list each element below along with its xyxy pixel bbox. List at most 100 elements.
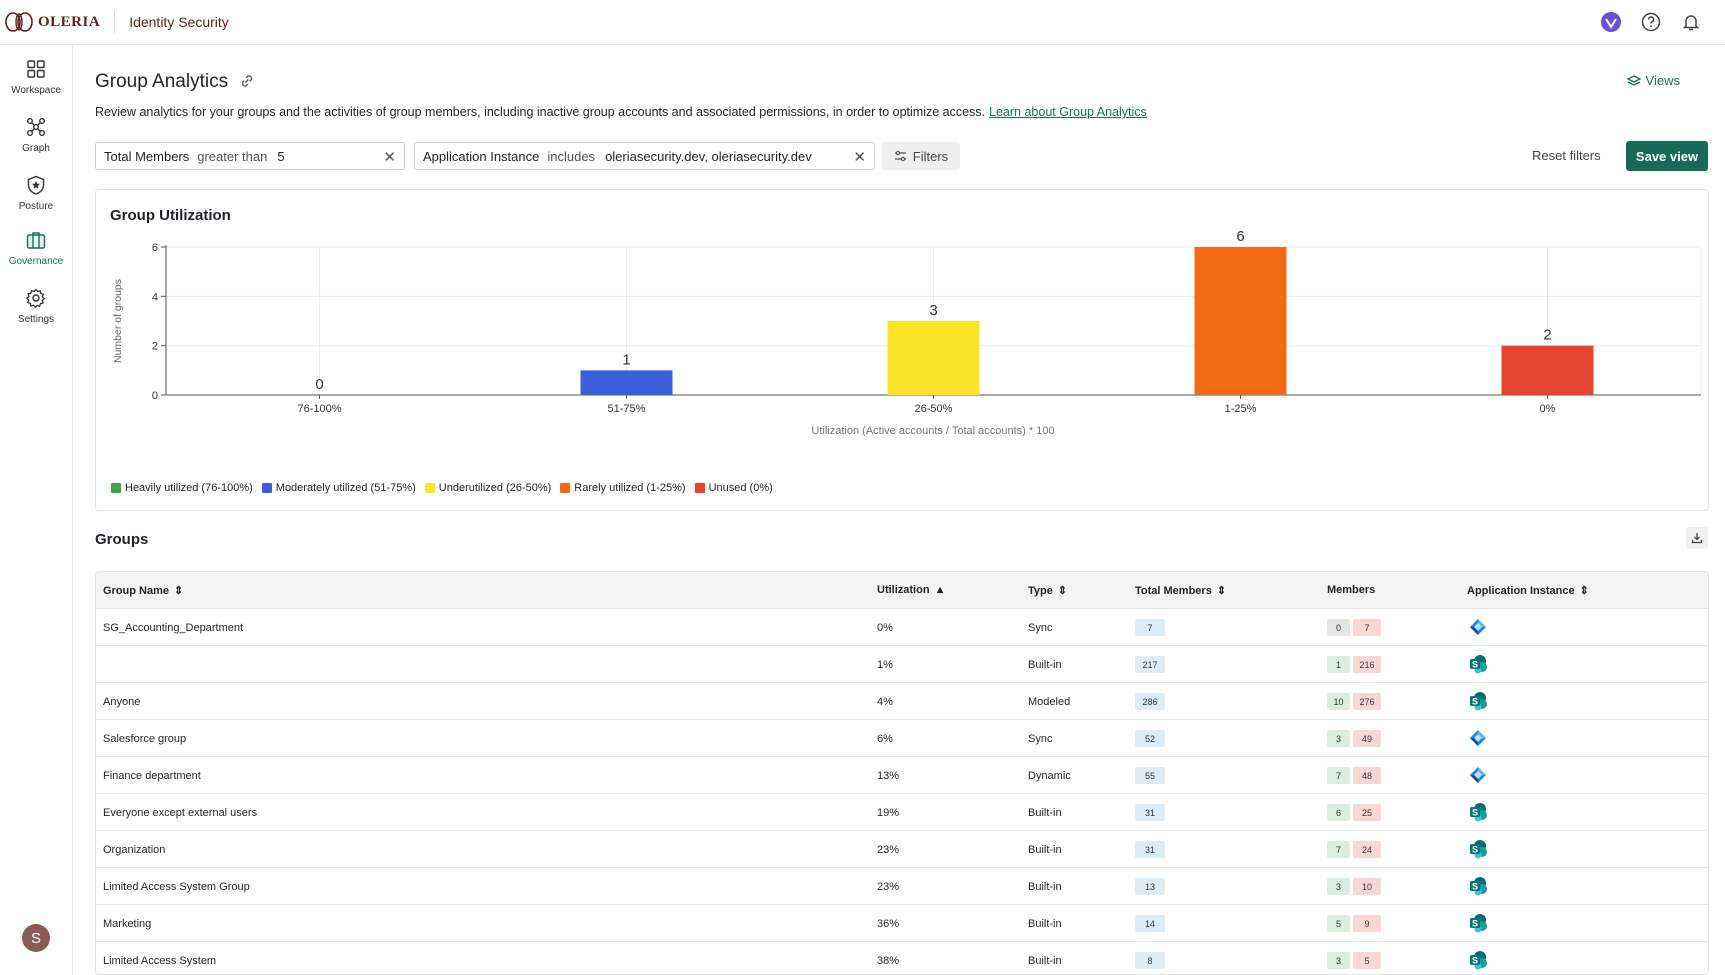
assistant-icon[interactable]: [1599, 10, 1623, 34]
table-row[interactable]: 1% Built-in 217 1 216 S: [96, 646, 1708, 683]
oleria-logo-icon: [5, 12, 33, 32]
filter-chip-application-instance[interactable]: Application Instance includes oleriasecu…: [414, 142, 875, 170]
utilization-value: 36%: [877, 918, 900, 930]
sort-icon: ⇕: [1216, 585, 1227, 597]
sharepoint-icon: S: [1468, 691, 1488, 711]
table-row[interactable]: SG_Accounting_Department 0% Sync 7 0 7: [96, 609, 1708, 646]
views-button[interactable]: Views: [1626, 73, 1680, 88]
sharepoint-icon: S: [1468, 913, 1488, 933]
briefcase-icon: [26, 232, 46, 249]
table-row[interactable]: Organization 23% Built-in 31 7 24 S: [96, 831, 1708, 868]
nav-workspace[interactable]: Workspace: [0, 58, 72, 110]
active-members-badge: 10: [1327, 693, 1350, 710]
group-name: Salesforce group: [103, 733, 187, 745]
filter-chip-total-members[interactable]: Total Members greater than 5 ✕: [95, 142, 405, 170]
col-group-name[interactable]: Group Name ⇕: [103, 584, 183, 598]
active-members-badge: 1: [1327, 656, 1350, 673]
col-label: Total Members: [1135, 584, 1212, 597]
total-members-badge: 217: [1135, 656, 1165, 673]
legend-item[interactable]: Moderately utilized (51-75%): [261, 482, 416, 494]
utilization-value: 23%: [877, 881, 900, 893]
help-icon[interactable]: [1639, 10, 1663, 34]
filter-field: Total Members: [104, 148, 190, 164]
sort-icon: ⇕: [1057, 585, 1068, 597]
table-row[interactable]: Everyone except external users 19% Built-i…: [96, 794, 1708, 831]
logo[interactable]: OLERIA: [4, 11, 100, 33]
svg-text:S: S: [1472, 881, 1478, 891]
link-icon[interactable]: [239, 73, 255, 89]
group-type: Built-in: [1028, 881, 1062, 893]
nav-label: Governance: [8, 256, 64, 267]
svg-text:S: S: [1472, 696, 1478, 706]
bar: [887, 321, 980, 395]
table-row[interactable]: Limited Access System 38% Built-in 8 3 5 S: [96, 942, 1708, 974]
nav-settings[interactable]: Settings: [0, 287, 72, 339]
legend-item[interactable]: Underutilized (26-50%): [424, 482, 551, 494]
active-members-badge: 0: [1327, 619, 1350, 636]
y-axis-label: Number of groups: [112, 279, 124, 363]
group-type: Built-in: [1028, 918, 1062, 930]
nav-governance[interactable]: Governance: [0, 229, 72, 281]
group-name: Organization: [103, 844, 166, 856]
col-total-members[interactable]: Total Members ⇕: [1135, 584, 1227, 598]
table-body: SG_Accounting_Department 0% Sync 7 0 7 1% Built…: [96, 609, 1708, 974]
azure-icon: [1468, 765, 1488, 785]
utilization-value: 19%: [877, 807, 900, 819]
table-row[interactable]: Anyone 4% Modeled 286 10 276 S: [96, 683, 1708, 720]
x-tick-label: 1-25%: [1225, 403, 1257, 415]
utilization-chart: 0 2 4 6 0 76-100% 1 51-75% 3 26-50% 6 1-25% 2 0% Numbe…: [112, 228, 1702, 437]
sharepoint-icon: S: [1468, 839, 1488, 859]
y-tick-label: 0: [152, 390, 158, 402]
filters-button[interactable]: Filters: [882, 142, 960, 170]
svg-text:S: S: [1472, 807, 1478, 817]
legend-label: Heavily utilized (76-100%): [125, 482, 253, 494]
chart-legend: Heavily utilized (76-100%) Moderately uti…: [111, 482, 773, 494]
page-title: Group Analytics: [95, 71, 229, 92]
legend-item[interactable]: Heavily utilized (76-100%): [111, 482, 253, 494]
close-icon[interactable]: ✕: [383, 149, 396, 166]
legend-item[interactable]: Unused (0%): [694, 482, 773, 494]
data-label: 0: [315, 376, 323, 393]
utilization-value: 4%: [877, 696, 893, 708]
bell-icon[interactable]: [1679, 10, 1703, 34]
data-label: 6: [1236, 228, 1244, 245]
nav-graph[interactable]: Graph: [0, 116, 72, 168]
col-application-instance[interactable]: Application Instance ⇕: [1467, 584, 1589, 598]
download-button[interactable]: [1686, 527, 1708, 549]
azure-icon: [1468, 728, 1488, 748]
table-row[interactable]: Limited Access System Group 23% Built-in 13…: [96, 868, 1708, 905]
table-row[interactable]: Finance department 13% Dynamic 55 7 48: [96, 757, 1708, 794]
group-name: Everyone except external users: [103, 807, 258, 819]
avatar[interactable]: S: [22, 924, 50, 952]
utilization-value: 1%: [877, 659, 893, 671]
brand-name: OLERIA: [38, 13, 101, 30]
data-label: 3: [929, 302, 937, 319]
reset-filters-button[interactable]: Reset filters: [1532, 148, 1601, 163]
col-members: Members: [1327, 584, 1375, 596]
inactive-members-badge: 10: [1353, 878, 1381, 895]
layers-icon: [1626, 74, 1641, 86]
close-icon[interactable]: ✕: [853, 149, 866, 166]
group-name: Finance department: [103, 770, 201, 782]
legend-item[interactable]: Rarely utilized (1-25%): [560, 482, 686, 494]
nav-label: Graph: [22, 143, 50, 154]
group-type: Built-in: [1028, 807, 1062, 819]
save-view-button[interactable]: Save view: [1626, 141, 1708, 171]
active-members-badge: 3: [1327, 730, 1350, 747]
group-name: Limited Access System: [103, 955, 217, 967]
nav-posture[interactable]: Posture: [0, 174, 72, 226]
total-members-badge: 13: [1135, 878, 1165, 895]
x-axis-label: Utilization (Active accounts / Total acc…: [811, 425, 1054, 437]
col-utilization[interactable]: Utilization ▲: [877, 584, 945, 596]
views-label: Views: [1645, 73, 1680, 88]
legend-swatch: [694, 483, 705, 493]
col-type[interactable]: Type ⇕: [1028, 584, 1068, 598]
table-row[interactable]: Salesforce group 6% Sync 52 3 49: [96, 720, 1708, 757]
inactive-members-badge: 49: [1353, 730, 1381, 747]
learn-more-link[interactable]: Learn about Group Analytics: [989, 105, 1147, 119]
sidebar: Workspace Graph Posture Governance Setti…: [0, 45, 73, 975]
y-tick-label: 2: [152, 341, 158, 353]
col-label: Type: [1028, 584, 1053, 597]
sort-icon: ⇕: [1579, 585, 1589, 597]
table-row[interactable]: Marketing 36% Built-in 14 5 9 S: [96, 905, 1708, 942]
